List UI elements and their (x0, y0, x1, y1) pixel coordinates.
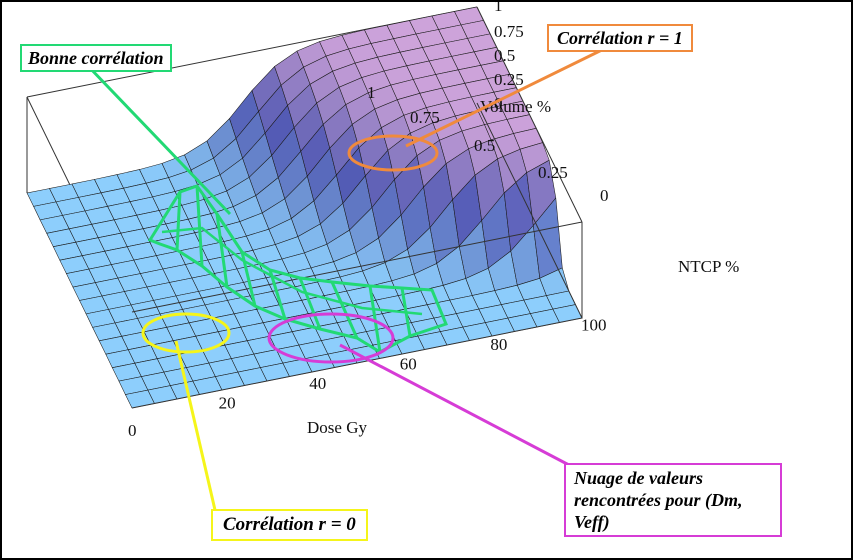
y-axis-title: Volume % (480, 97, 551, 116)
x-tick-label: 0 (128, 421, 137, 440)
z-tick-label: 1 (494, 2, 503, 15)
z-tick-label: 0.5 (494, 46, 515, 65)
perfect-correlation-leader (405, 43, 613, 148)
y-tick-label: 0 (600, 186, 609, 205)
x-tick-label: 100 (581, 316, 607, 335)
z-tick-label: 0.25 (494, 70, 524, 89)
x-tick-label: 80 (490, 335, 507, 354)
y-tick-label: 1 (367, 83, 376, 102)
no-correlation-label: Corrélation r = 0 (211, 509, 368, 541)
value-cloud-marker (267, 312, 395, 364)
x-tick-label: 40 (309, 374, 326, 393)
good-correlation-rung (175, 191, 182, 251)
y-tick-label: 0.75 (410, 108, 440, 127)
box-edge (476, 6, 583, 223)
x-axis-title: Dose Gy (307, 418, 367, 437)
value-cloud-leader (339, 343, 570, 467)
ntcp-surface (26, 6, 583, 409)
z-tick-label: 0.75 (494, 22, 524, 41)
good-correlation-label: Bonne corrélation (20, 44, 172, 72)
axis-ticks: 0 20 40 60 80 100 0 0.25 0.5 0.75 1 0 0.25 0.5 0.75 1 (128, 2, 609, 440)
good-correlation-rung (195, 185, 204, 267)
y-tick-label: 0.5 (474, 136, 495, 155)
z-axis-title: NTCP % (678, 257, 739, 276)
good-correlation-rung (330, 281, 359, 339)
good-correlation-rung (298, 277, 322, 330)
perfect-correlation-marker (347, 134, 439, 172)
no-correlation-leader (174, 340, 217, 511)
good-correlation-spine (161, 226, 423, 316)
good-correlation-band (147, 184, 448, 354)
x-tick-label: 20 (219, 394, 236, 413)
good-correlation-rung (268, 269, 287, 320)
value-cloud-label: Nuage de valeurs rencontrées pour (Dm, V… (564, 463, 782, 537)
bounding-box-front (131, 6, 583, 409)
z-tick-label: 0 (494, 94, 503, 113)
region-markers (141, 134, 439, 364)
annotation-leaders (86, 43, 613, 511)
y-tick-label: 0.25 (538, 163, 568, 182)
good-correlation-rung (368, 285, 382, 353)
good-correlation-outline (147, 184, 448, 354)
box-edge (131, 221, 583, 313)
perfect-correlation-label: Corrélation r = 1 (547, 24, 693, 52)
x-tick-label: 60 (400, 355, 417, 374)
good-correlation-rung (215, 213, 229, 288)
no-correlation-marker (141, 312, 231, 354)
good-correlation-leader (86, 64, 232, 216)
